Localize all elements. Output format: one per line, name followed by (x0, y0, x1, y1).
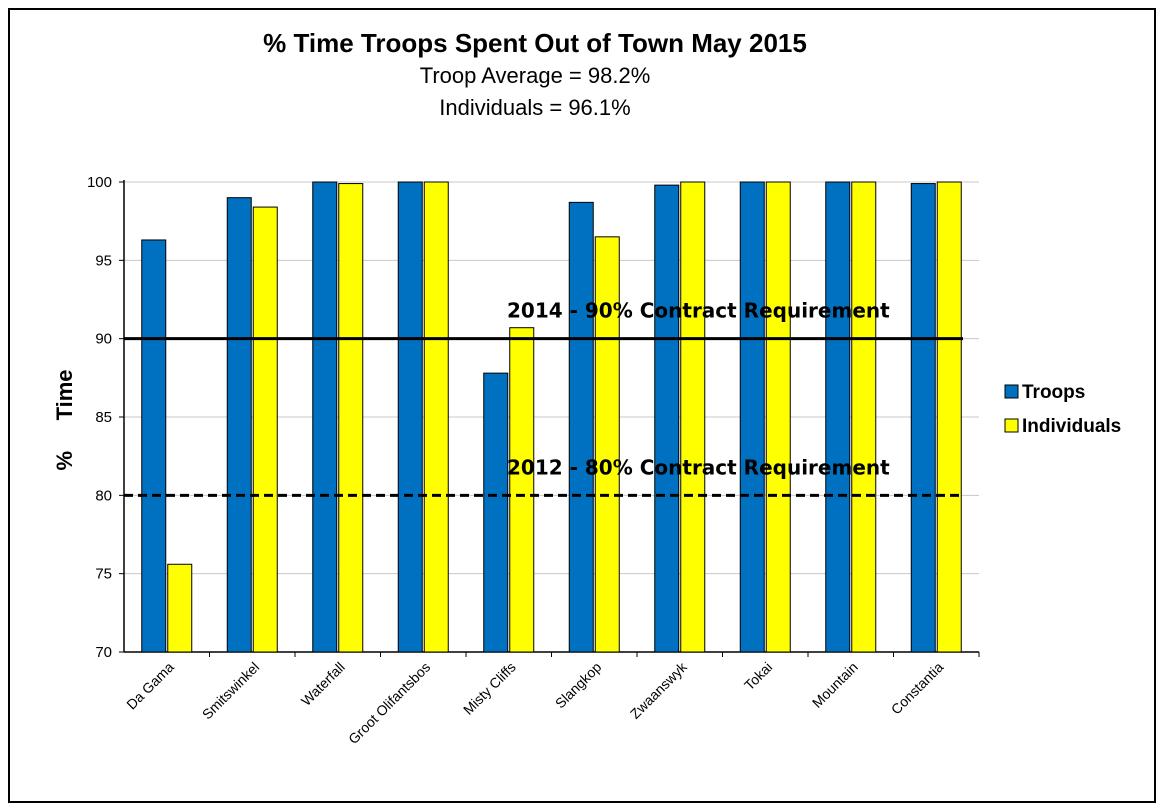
bar-individuals-mountain (851, 181, 877, 653)
bar-troops-groot-olifantsbos (397, 181, 423, 653)
bar-troops-slangkop (568, 201, 594, 653)
bar-individuals-constantia (936, 181, 962, 653)
y-tick-label: 85 (95, 409, 112, 426)
bar-troops-zwaanswyk (654, 184, 680, 653)
legend-label-troops: Troops (1022, 382, 1085, 403)
x-tick-label: Zwaanswyk (627, 658, 691, 722)
x-tick-label: Tokai (741, 659, 775, 693)
bar-individuals-smitswinkel (252, 206, 278, 653)
bar-individuals-groot-olifantsbos (423, 181, 449, 653)
x-tick-label: Misty Cliffs (460, 659, 519, 718)
chart-title: % Time Troops Spent Out of Town May 2015 (263, 28, 807, 58)
bar-troops-da-gama (141, 239, 167, 653)
bar-individuals-waterfall (338, 183, 364, 653)
bar-troops-waterfall (312, 181, 338, 653)
bar-individuals-misty-cliffs (509, 327, 535, 653)
legend-label-individuals: Individuals (1022, 416, 1121, 437)
reference-line-label: 2012 - 80% Contract Requirement (507, 455, 890, 479)
bar-individuals-da-gama (167, 563, 193, 653)
x-tick-label: Da Gama (123, 659, 177, 713)
y-axis-label: % Time (52, 369, 77, 470)
reference-line-label: 2014 - 90% Contract Requirement (507, 299, 890, 323)
y-tick-label: 75 (95, 566, 112, 583)
chart-subtitle-individuals: Individuals = 96.1% (439, 95, 631, 120)
x-tick-label: Constantia (888, 659, 947, 718)
legend-swatch-individuals (1004, 418, 1019, 433)
bar-individuals-zwaanswyk (680, 181, 706, 653)
y-tick-label: 95 (95, 252, 112, 269)
x-tick-label: Mountain (809, 659, 861, 711)
bar-individuals-slangkop (594, 236, 620, 653)
y-tick-label: 80 (95, 487, 112, 504)
bar-troops-constantia (910, 183, 936, 653)
legend-swatch-troops (1004, 384, 1019, 399)
x-tick-label: Slangkop (552, 659, 605, 712)
bar-troops-misty-cliffs (483, 372, 509, 653)
y-tick-label: 100 (87, 174, 112, 191)
bar-troops-smitswinkel (226, 197, 252, 653)
x-tick-label: Groot Olifantsbos (345, 659, 433, 747)
bar-troops-tokai (739, 181, 765, 653)
x-tick-label: Smitswinkel (199, 659, 263, 723)
y-tick-label: 70 (95, 644, 112, 661)
x-tick-label: Waterfall (298, 659, 348, 709)
chart-subtitle-troops: Troop Average = 98.2% (419, 63, 651, 88)
bar-troops-mountain (825, 181, 851, 653)
bar-individuals-tokai (765, 181, 791, 653)
y-tick-label: 90 (95, 331, 112, 348)
